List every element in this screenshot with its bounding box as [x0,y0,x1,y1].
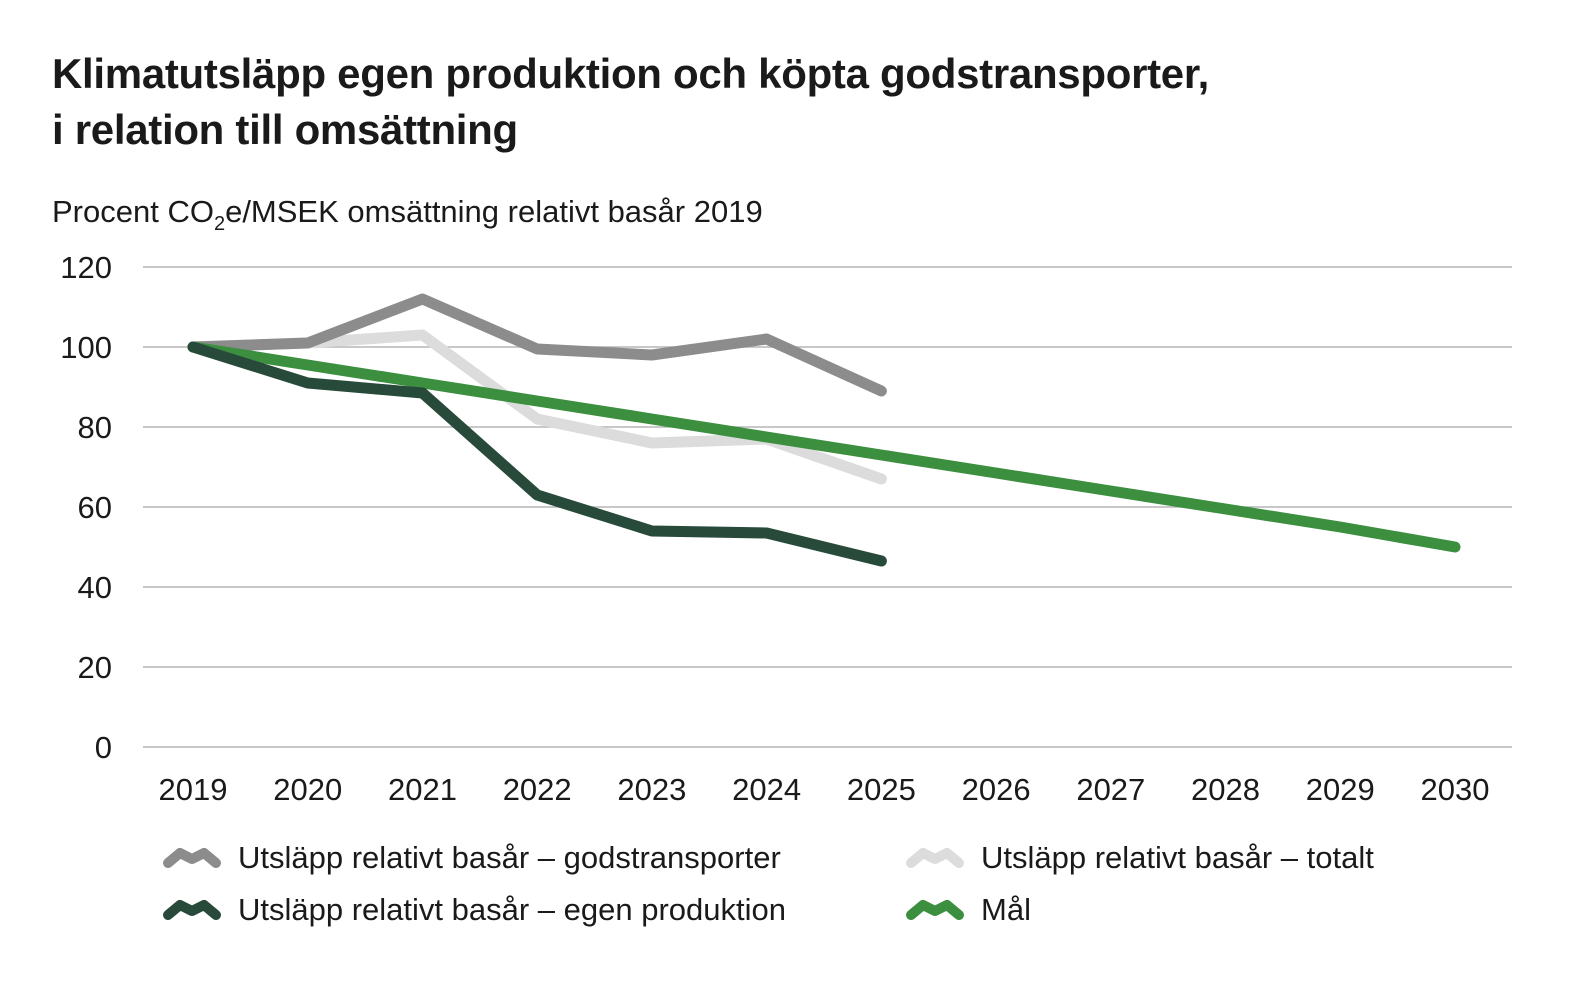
x-tick-label-2026: 2026 [962,772,1031,807]
x-tick-label-2019: 2019 [159,772,228,807]
series-line-egen_produktion [187,341,887,567]
x-tick-label-2024: 2024 [732,772,801,807]
x-tick-label-2028: 2028 [1191,772,1260,807]
legend-swatch-godstransporter [163,848,221,868]
y-tick-label-120: 120 [60,250,112,285]
chart-title-line-2: i relation till omsättning [52,106,518,153]
legend-swatch-egen_produktion [163,900,221,920]
subtitle-subscript: 2 [213,213,226,235]
chart-title: Klimatutsläpp egen produktion och köpta … [52,46,1502,158]
x-tick-label-2025: 2025 [847,772,916,807]
legend-swatch-line-godstransporter [163,848,221,868]
legend-swatch-line-totalt [906,848,964,868]
y-tick-label-0: 0 [95,730,112,765]
subtitle-suffix: e/MSEK omsättning relativt basår 2019 [225,194,763,229]
x-tick-label-2030: 2030 [1421,772,1490,807]
y-tick-label-80: 80 [78,410,112,445]
x-tick-label-2022: 2022 [503,772,572,807]
x-tick-label-2021: 2021 [388,772,457,807]
x-tick-label-2029: 2029 [1306,772,1375,807]
legend-swatch-mal [906,900,964,920]
y-tick-label-60: 60 [78,490,112,525]
y-tick-label-40: 40 [78,570,112,605]
x-tick-label-2027: 2027 [1076,772,1145,807]
legend-swatch-totalt [906,848,964,868]
y-axis-unit-label: Procent CO2e/MSEK omsättning relativt ba… [52,192,763,235]
series-line-totalt [187,329,887,485]
chart-title-line-1: Klimatutsläpp egen produktion och köpta … [52,50,1209,97]
legend-label-godstransporter: Utsläpp relativt basår – godstransporter [238,840,781,875]
x-tick-label-2020: 2020 [273,772,342,807]
series-line-mal [187,341,1461,553]
y-tick-label-20: 20 [78,650,112,685]
legend-swatch-line-mal [906,900,964,920]
legend-label-totalt: Utsläpp relativt basår – totalt [981,840,1374,875]
legend-item-egen_produktion: Utsläpp relativt basår – egen produktion [162,890,786,930]
legend-item-totalt: Utsläpp relativt basår – totalt [905,838,1374,878]
subtitle-prefix: Procent CO [52,194,214,229]
legend-swatch-line-egen_produktion [163,900,221,920]
legend-item-mal: Mål [905,890,1031,930]
x-tick-label-2023: 2023 [617,772,686,807]
legend-label-mal: Mål [981,892,1031,927]
legend-item-godstransporter: Utsläpp relativt basår – godstransporter [162,838,781,878]
legend-label-egen_produktion: Utsläpp relativt basår – egen produktion [238,892,786,927]
y-tick-label-100: 100 [60,330,112,365]
